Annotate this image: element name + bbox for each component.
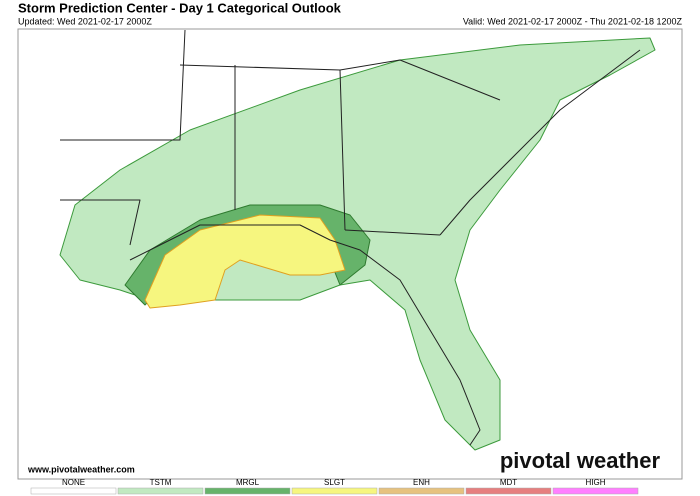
legend: NONE TSTM MRGL SLGT ENH MDT HIGH: [30, 478, 639, 495]
legend-label: MDT: [500, 478, 517, 487]
valid: Valid: Wed 2021-02-17 2000Z - Thu 2021-0…: [463, 16, 683, 26]
legend-swatch: [465, 487, 552, 495]
legend-label: TSTM: [150, 478, 172, 487]
brand: pivotal weather: [500, 448, 661, 473]
website: www.pivotalweather.com: [27, 464, 135, 474]
map: [59, 29, 656, 451]
legend-swatch: [378, 487, 465, 495]
legend-swatch: [552, 487, 639, 495]
legend-swatch: [117, 487, 204, 495]
legend-label: MRGL: [236, 478, 260, 487]
legend-label: NONE: [62, 478, 85, 487]
legend-label: SLGT: [324, 478, 345, 487]
legend-swatch: [204, 487, 291, 495]
state-borders: [60, 29, 641, 446]
title: Storm Prediction Center - Day 1 Categori…: [18, 0, 342, 15]
updated: Updated: Wed 2021-02-17 2000Z: [18, 16, 152, 26]
legend-label: HIGH: [586, 478, 606, 487]
legend-label: ENH: [413, 478, 430, 487]
legend-swatch: [30, 487, 117, 495]
legend-swatch: [291, 487, 378, 495]
